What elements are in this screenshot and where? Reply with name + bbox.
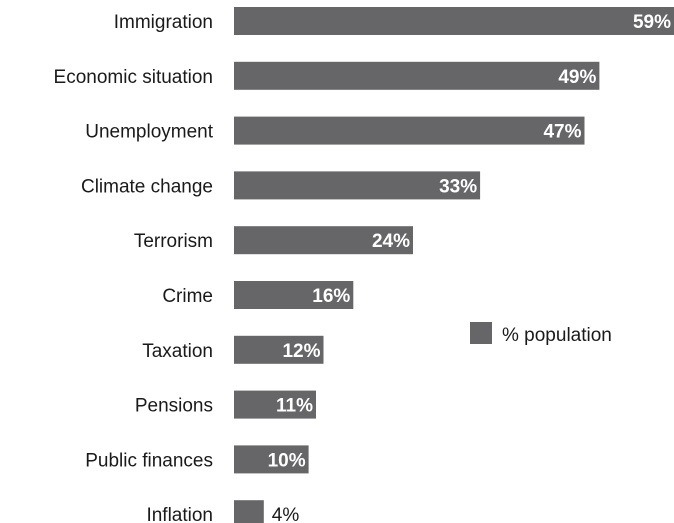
legend-swatch	[470, 322, 492, 344]
value-label: 11%	[276, 396, 313, 417]
value-label: 47%	[543, 122, 581, 143]
value-label: 49%	[558, 67, 596, 88]
bar-public-finances	[234, 445, 309, 474]
legend: % population	[470, 322, 612, 346]
bar-taxation	[234, 335, 324, 364]
category-label: Climate change	[81, 176, 213, 197]
bar-climate-change	[234, 171, 481, 200]
category-label: Crime	[162, 286, 213, 307]
category-labels-group: Immigration Economic situation Unemploymen…	[54, 12, 214, 523]
bar-inflation	[234, 500, 264, 523]
bars-group	[234, 7, 674, 523]
legend-label: % population	[502, 325, 612, 346]
value-label: 16%	[312, 286, 350, 307]
category-label: Unemployment	[85, 122, 213, 143]
value-label: 4%	[272, 505, 300, 523]
category-label: Pensions	[135, 396, 213, 417]
value-label: 59%	[633, 12, 671, 33]
bar-terrorism	[234, 226, 413, 255]
bar-crime	[234, 281, 354, 309]
category-label: Taxation	[142, 341, 213, 362]
value-label: 12%	[282, 341, 320, 362]
value-labels-group: 59% 49% 47% 33% 24% 16% 12% 11% 10% 4%	[268, 12, 672, 523]
value-label: 24%	[372, 231, 410, 252]
category-label: Public finances	[85, 450, 213, 471]
value-label: 33%	[439, 176, 477, 197]
value-label: 10%	[268, 450, 306, 471]
category-label: Immigration	[114, 12, 213, 33]
bar-pensions	[234, 390, 316, 419]
bar-unemployment	[234, 116, 585, 145]
bar-economic-situation	[234, 61, 600, 90]
category-label: Economic situation	[54, 67, 213, 88]
category-label: Terrorism	[134, 231, 213, 252]
bar-immigration	[234, 7, 674, 35]
category-label: Inflation	[146, 505, 213, 523]
